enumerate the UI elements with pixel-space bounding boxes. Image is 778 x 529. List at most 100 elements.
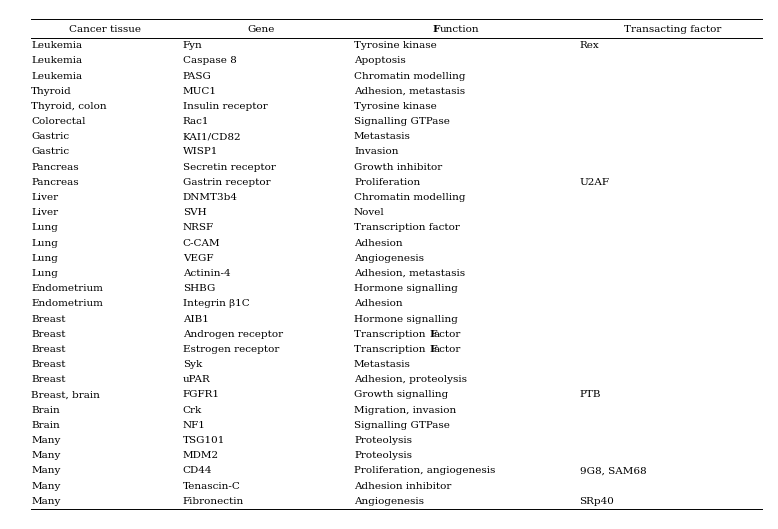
Text: Growth inhibitor: Growth inhibitor xyxy=(354,163,442,172)
Text: Metastasis: Metastasis xyxy=(354,132,411,141)
Text: Invasion: Invasion xyxy=(354,148,398,157)
Text: 9G8, SAM68: 9G8, SAM68 xyxy=(580,467,647,476)
Text: Gastric: Gastric xyxy=(31,148,69,157)
Text: Proliferation, angiogenesis: Proliferation, angiogenesis xyxy=(354,467,496,476)
Text: Actinin-4: Actinin-4 xyxy=(183,269,230,278)
Text: Integrin β1C: Integrin β1C xyxy=(183,299,250,308)
Text: Transcription: Transcription xyxy=(354,330,429,339)
Text: AIB1: AIB1 xyxy=(183,315,209,324)
Text: Adhesion: Adhesion xyxy=(354,299,403,308)
Text: CD44: CD44 xyxy=(183,467,212,476)
Text: F: F xyxy=(429,330,437,339)
Text: Tyrosine kinase: Tyrosine kinase xyxy=(354,41,436,50)
Text: SHBG: SHBG xyxy=(183,284,216,293)
Text: Tyrosine kinase: Tyrosine kinase xyxy=(354,102,436,111)
Text: DNMT3b4: DNMT3b4 xyxy=(183,193,238,202)
Text: NF1: NF1 xyxy=(183,421,205,430)
Text: Apoptosis: Apoptosis xyxy=(354,57,406,66)
Text: Lung: Lung xyxy=(31,223,58,232)
Text: PTB: PTB xyxy=(580,390,601,399)
Text: Hormone signalling: Hormone signalling xyxy=(354,315,458,324)
Text: Novel: Novel xyxy=(354,208,385,217)
Text: Brain: Brain xyxy=(31,421,60,430)
Text: Proliferation: Proliferation xyxy=(354,178,420,187)
Text: Fibronectin: Fibronectin xyxy=(183,497,244,506)
Text: Many: Many xyxy=(31,451,61,460)
Text: FGFR1: FGFR1 xyxy=(183,390,220,399)
Text: Secretin receptor: Secretin receptor xyxy=(183,163,275,172)
Text: Brain: Brain xyxy=(31,406,60,415)
Text: Many: Many xyxy=(31,436,61,445)
Text: Pancreas: Pancreas xyxy=(31,163,79,172)
Text: SVH: SVH xyxy=(183,208,206,217)
Text: Chromatin modelling: Chromatin modelling xyxy=(354,71,465,80)
Text: F: F xyxy=(433,24,440,34)
Text: Endometrium: Endometrium xyxy=(31,284,103,293)
Text: MUC1: MUC1 xyxy=(183,87,217,96)
Text: Signalling GTPase: Signalling GTPase xyxy=(354,421,450,430)
Text: TSG101: TSG101 xyxy=(183,436,225,445)
Text: Colorectal: Colorectal xyxy=(31,117,86,126)
Text: Angiogenesis: Angiogenesis xyxy=(354,497,424,506)
Text: U2AF: U2AF xyxy=(580,178,610,187)
Text: Migration, invasion: Migration, invasion xyxy=(354,406,456,415)
Text: Thyroid, colon: Thyroid, colon xyxy=(31,102,107,111)
Text: Gene: Gene xyxy=(247,24,275,34)
Text: Breast: Breast xyxy=(31,360,65,369)
Text: Proteolysis: Proteolysis xyxy=(354,451,412,460)
Text: Proteolysis: Proteolysis xyxy=(354,436,412,445)
Text: WISP1: WISP1 xyxy=(183,148,218,157)
Text: Many: Many xyxy=(31,497,61,506)
Text: Tenascin-C: Tenascin-C xyxy=(183,481,240,490)
Text: Transacting factor: Transacting factor xyxy=(624,24,722,34)
Text: Syk: Syk xyxy=(183,360,202,369)
Text: Breast: Breast xyxy=(31,315,65,324)
Text: Adhesion, metastasis: Adhesion, metastasis xyxy=(354,87,465,96)
Text: actor: actor xyxy=(434,345,461,354)
Text: Breast: Breast xyxy=(31,375,65,384)
Text: Androgen receptor: Androgen receptor xyxy=(183,330,283,339)
Text: F: F xyxy=(429,345,437,354)
Text: MDM2: MDM2 xyxy=(183,451,219,460)
Text: unction: unction xyxy=(440,24,479,34)
Text: PASG: PASG xyxy=(183,71,212,80)
Text: Lung: Lung xyxy=(31,239,58,248)
Text: Leukemia: Leukemia xyxy=(31,71,82,80)
Text: KAI1/CD82: KAI1/CD82 xyxy=(183,132,241,141)
Text: Signalling GTPase: Signalling GTPase xyxy=(354,117,450,126)
Text: Cancer tissue: Cancer tissue xyxy=(69,24,141,34)
Text: actor: actor xyxy=(434,330,461,339)
Text: Rex: Rex xyxy=(580,41,599,50)
Text: SRp40: SRp40 xyxy=(580,497,615,506)
Text: Pancreas: Pancreas xyxy=(31,178,79,187)
Text: Metastasis: Metastasis xyxy=(354,360,411,369)
Text: Insulin receptor: Insulin receptor xyxy=(183,102,268,111)
Text: Caspase 8: Caspase 8 xyxy=(183,57,237,66)
Text: C-CAM: C-CAM xyxy=(183,239,220,248)
Text: Adhesion, metastasis: Adhesion, metastasis xyxy=(354,269,465,278)
Text: Angiogenesis: Angiogenesis xyxy=(354,254,424,263)
Text: Many: Many xyxy=(31,481,61,490)
Text: Adhesion inhibitor: Adhesion inhibitor xyxy=(354,481,451,490)
Text: uPAR: uPAR xyxy=(183,375,211,384)
Text: Breast: Breast xyxy=(31,345,65,354)
Text: Breast, brain: Breast, brain xyxy=(31,390,100,399)
Text: Leukemia: Leukemia xyxy=(31,57,82,66)
Text: Chromatin modelling: Chromatin modelling xyxy=(354,193,465,202)
Text: Hormone signalling: Hormone signalling xyxy=(354,284,458,293)
Text: Gastrin receptor: Gastrin receptor xyxy=(183,178,271,187)
Text: Liver: Liver xyxy=(31,193,58,202)
Text: Lung: Lung xyxy=(31,269,58,278)
Text: Rac1: Rac1 xyxy=(183,117,209,126)
Text: Transcription factor: Transcription factor xyxy=(354,223,460,232)
Text: Estrogen receptor: Estrogen receptor xyxy=(183,345,279,354)
Text: Many: Many xyxy=(31,467,61,476)
Text: Leukemia: Leukemia xyxy=(31,41,82,50)
Text: VEGF: VEGF xyxy=(183,254,213,263)
Text: Gastric: Gastric xyxy=(31,132,69,141)
Text: Liver: Liver xyxy=(31,208,58,217)
Text: Endometrium: Endometrium xyxy=(31,299,103,308)
Text: Crk: Crk xyxy=(183,406,202,415)
Text: Adhesion, proteolysis: Adhesion, proteolysis xyxy=(354,375,467,384)
Text: Breast: Breast xyxy=(31,330,65,339)
